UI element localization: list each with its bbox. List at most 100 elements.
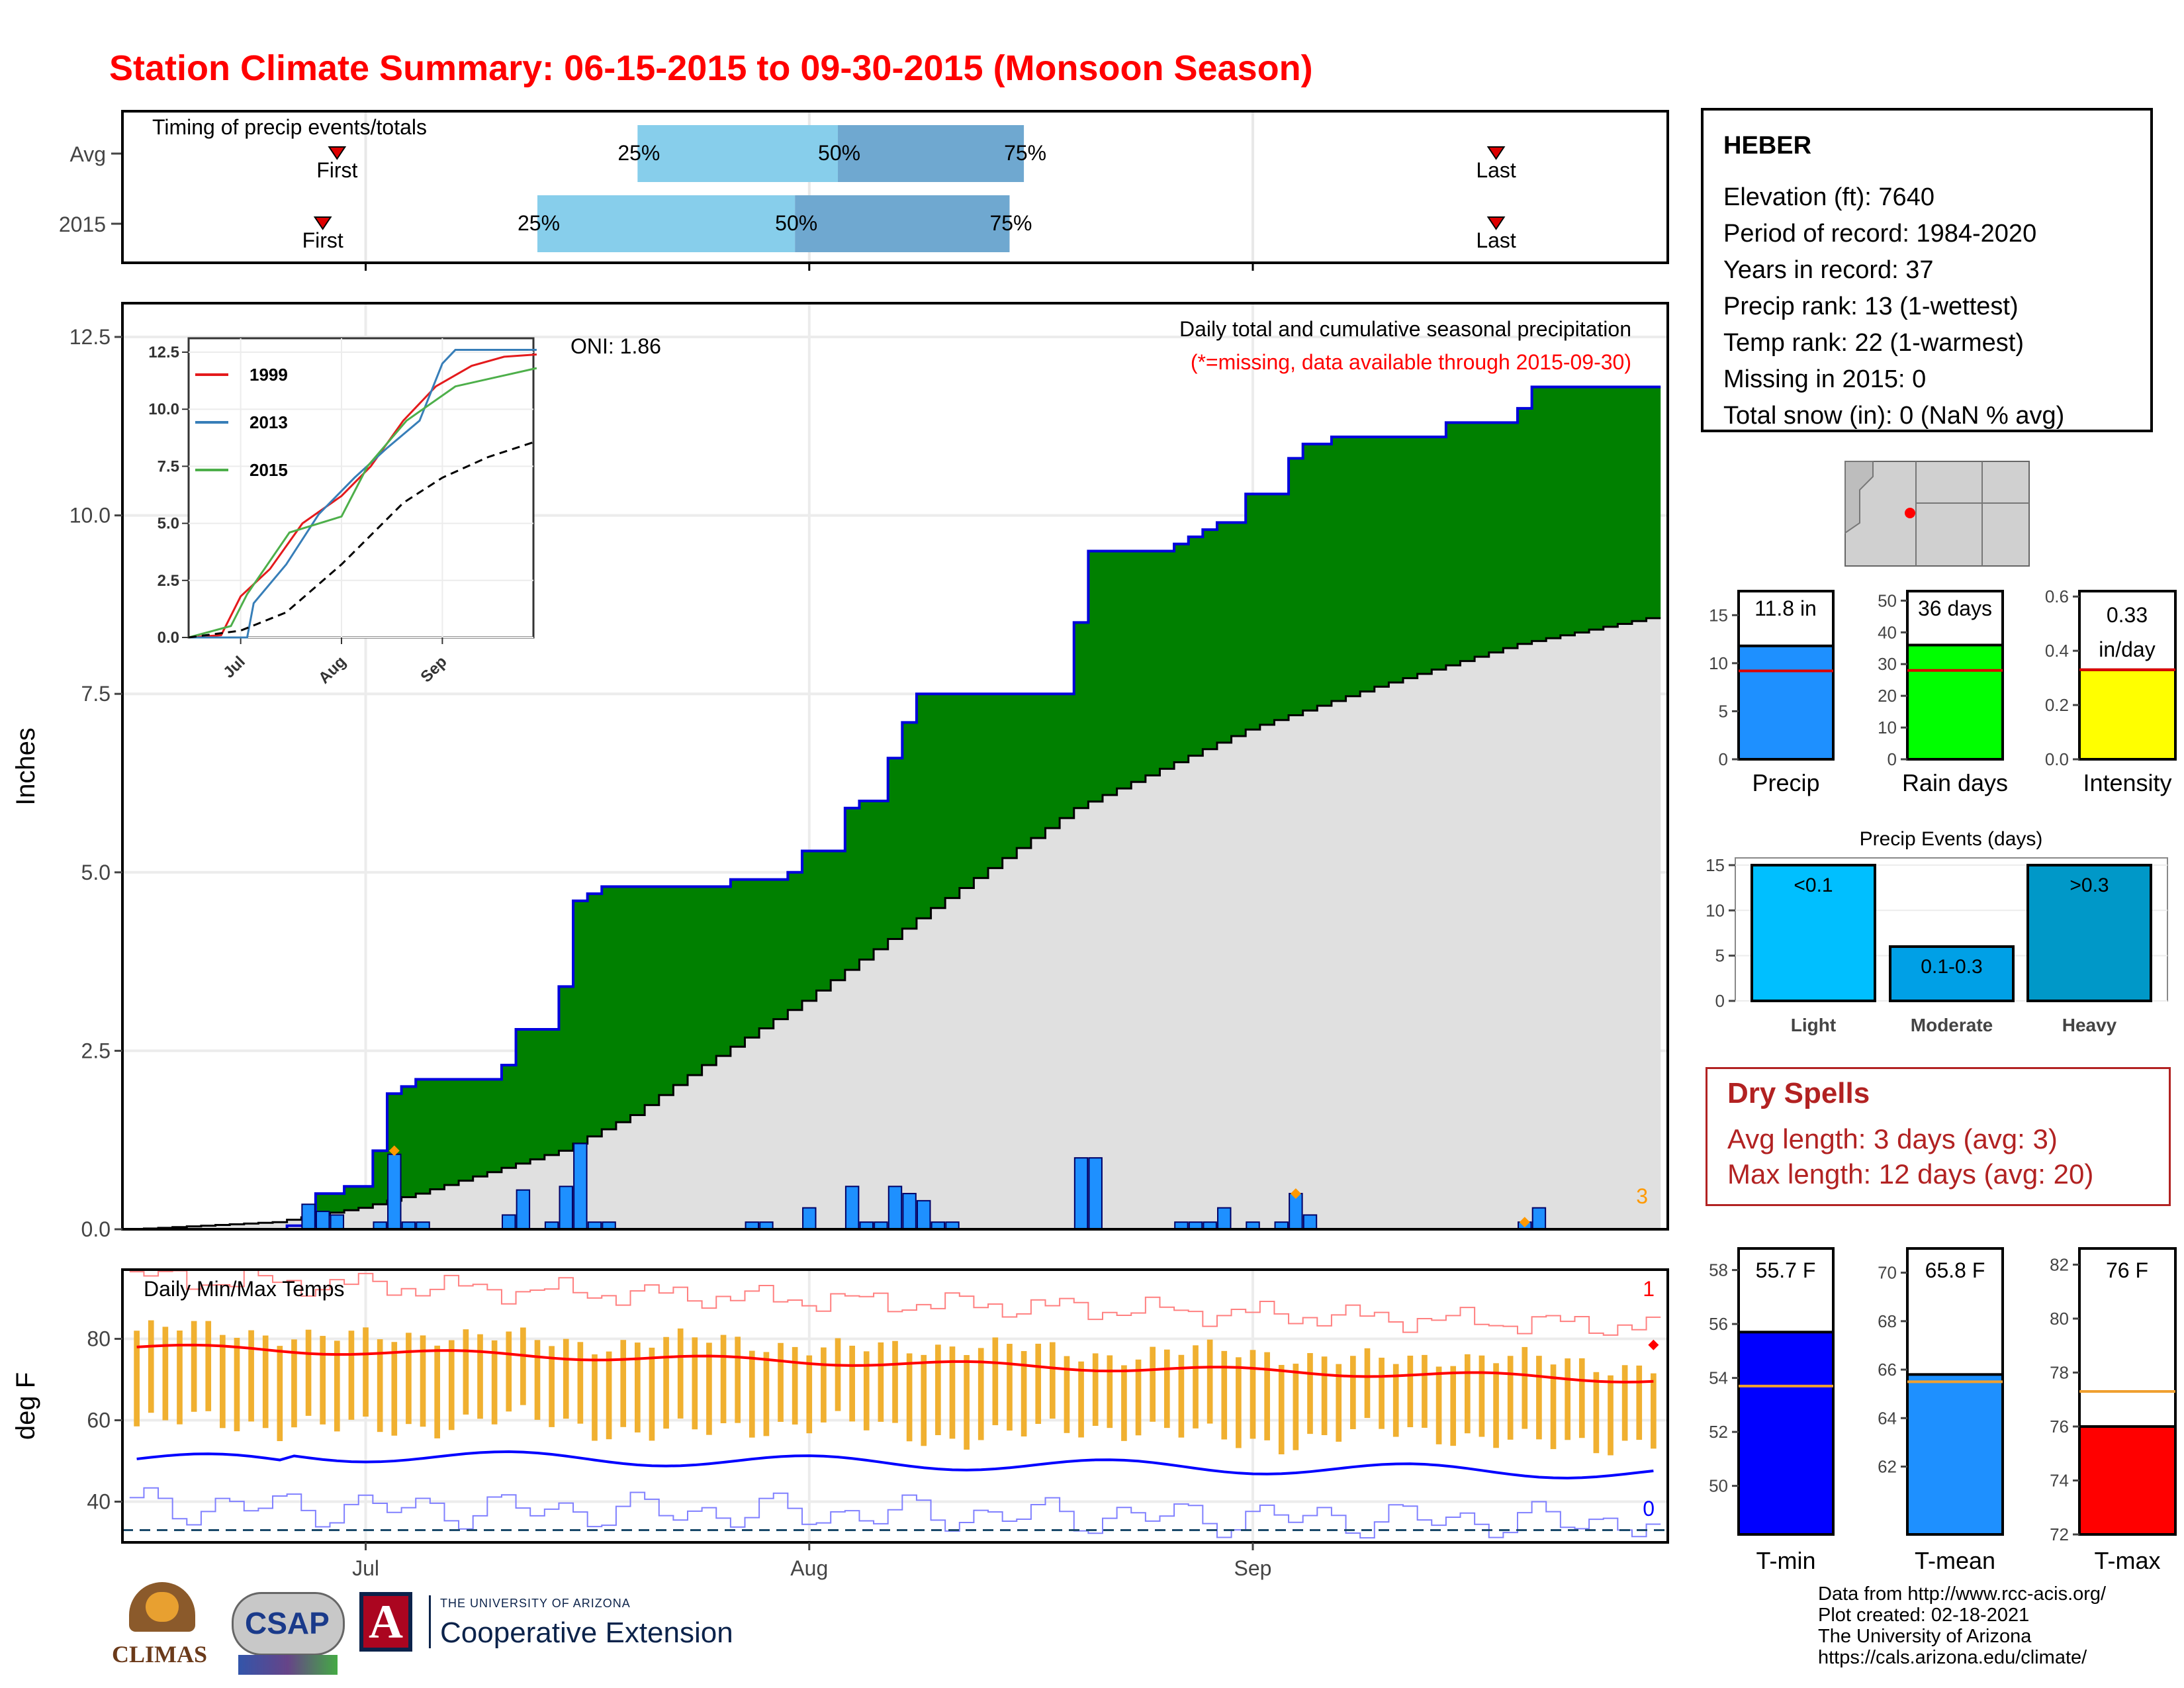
daily-temp-range-bar	[1221, 1350, 1228, 1440]
precip-above-avg-area	[129, 387, 1661, 1229]
footer-url: https://cals.arizona.edu/climate/	[1818, 1647, 2087, 1668]
daily-temp-range-bar	[1379, 1358, 1385, 1429]
daily-temp-range-bar	[162, 1327, 169, 1421]
events-y-tick-label: 0	[1715, 991, 1725, 1011]
temp-summary-tmean-y-tick-label: 68	[1878, 1311, 1897, 1331]
daily-temp-range-bar	[1193, 1345, 1199, 1429]
dry-spells-max: Max length: 12 days (avg: 20)	[1727, 1158, 2094, 1190]
daily-temp-range-bar	[1536, 1356, 1542, 1440]
temp-summary-tmean-y-tick-label: 70	[1878, 1263, 1897, 1283]
daily-temp-range-bar	[863, 1351, 870, 1430]
events-category-label: Light	[1791, 1015, 1836, 1035]
daily-temp-range-bar	[906, 1353, 913, 1442]
summary-precip-y-tick-label: 0	[1719, 749, 1728, 769]
daily-temp-range-bar	[320, 1336, 326, 1425]
station-name: HEBER	[1723, 132, 1812, 160]
summary-raindays-y-tick-label: 30	[1878, 654, 1897, 674]
events-y-tick-label: 15	[1706, 855, 1725, 875]
daily-temp-range-bar	[291, 1339, 297, 1428]
timing-first-label: First	[302, 228, 343, 252]
summary-intensity-y-tick-label: 0.4	[2045, 641, 2069, 661]
daily-temp-range-bar	[1422, 1354, 1428, 1428]
ua-divider	[429, 1595, 431, 1648]
summary-raindays-y-tick-label: 0	[1888, 749, 1897, 769]
summary-raindays-y-tick-label: 20	[1878, 686, 1897, 706]
events-bar	[2026, 863, 2152, 1003]
precip-y-tick-label: 2.5	[81, 1039, 111, 1062]
daily-temp-range-bar	[220, 1335, 226, 1429]
summary-precip-value: 11.8 in	[1754, 596, 1817, 620]
summary-precip-value-bar	[1737, 644, 1835, 761]
temp-y-tick-label: 40	[87, 1490, 111, 1514]
daily-temp-range-bar	[749, 1350, 755, 1438]
summary-raindays-value-bar	[1906, 643, 2004, 761]
daily-temp-range-bar	[1565, 1358, 1570, 1440]
summary-raindays-y-tick-label: 50	[1878, 590, 1897, 610]
daily-precip-bar	[502, 1214, 516, 1231]
temp-summary-tmean-value: 65.8 F	[1925, 1258, 1985, 1282]
daily-temp-range-bar	[964, 1355, 970, 1450]
daily-temp-range-bar	[1493, 1363, 1499, 1448]
daily-precip-bar	[1289, 1193, 1303, 1230]
summary-intensity-unit: in/day	[2099, 637, 2155, 661]
daily-temp-range-bar	[1135, 1359, 1142, 1436]
daily-precip-bar	[573, 1143, 588, 1231]
events-category-label: Moderate	[1911, 1015, 1993, 1035]
summary-intensity-value-bar	[2078, 668, 2177, 761]
daily-temp-range-bar	[1121, 1365, 1127, 1441]
inset-legend-label: 2013	[250, 412, 288, 432]
timing-row-label: Avg	[69, 142, 106, 166]
avg-max-line	[136, 1343, 1654, 1383]
temp-panel-border	[121, 1268, 1669, 1544]
timing-bar-q50-q75	[795, 195, 1010, 252]
temp-summary-tmin-y-tick-label: 56	[1709, 1314, 1728, 1334]
events-title: Precip Events (days)	[1860, 828, 2043, 850]
temp-summary-tmax-value-bar	[2078, 1425, 2177, 1536]
dry-spells-title: Dry Spells	[1727, 1077, 1870, 1109]
inset-y-tick-label: 10.0	[148, 400, 179, 418]
temp-summary-tmin-value-bar	[1737, 1331, 1835, 1536]
precip-panel-title: Daily total and cumulative seasonal prec…	[1179, 317, 1631, 341]
record-min-line	[129, 1487, 1661, 1539]
daily-temp-range-bar	[1035, 1343, 1042, 1425]
summary-precip-y-tick-label: 5	[1719, 701, 1728, 721]
precip-panel-border	[121, 302, 1669, 1231]
precip-event-marker	[1290, 1188, 1301, 1199]
summary-intensity-label: Intensity	[2083, 769, 2171, 796]
inset-y-tick-label: 7.5	[158, 457, 179, 475]
daily-temp-range-bar	[1321, 1356, 1328, 1436]
timing-panel-title: Timing of precip events/totals	[152, 115, 427, 139]
daily-precip-bar	[315, 1211, 330, 1231]
daily-temp-range-bar	[735, 1336, 741, 1423]
temp-summary-tmax-y-tick-label: 80	[2050, 1309, 2069, 1329]
events-y-tick-label: 10	[1706, 900, 1725, 920]
climas-logo: CLIMAS	[109, 1582, 218, 1675]
inset-y-tick-label: 5.0	[158, 515, 179, 533]
timing-q75-label: 75%	[1004, 141, 1046, 165]
timing-panel-border	[121, 110, 1669, 264]
station-years: Years in record: 37	[1723, 256, 1934, 284]
summary-intensity-value: 0.33	[2107, 603, 2148, 627]
daily-precip-bar	[1073, 1157, 1089, 1231]
precip-y-tick-label: 10.0	[69, 504, 111, 528]
daily-temp-range-bar	[1150, 1346, 1156, 1422]
precip-y-tick-label: 12.5	[69, 325, 111, 349]
daily-temp-range-bar	[1021, 1350, 1027, 1436]
temp-summary-tmin-y-tick-label: 54	[1709, 1368, 1728, 1388]
timing-first-marker	[328, 146, 347, 160]
precip-observed-line	[129, 385, 1661, 1231]
ua-cooperative-extension: Cooperative Extension	[440, 1617, 733, 1649]
summary-precip-y-tick-label: 15	[1709, 605, 1728, 625]
summary-raindays-y-tick-label: 40	[1878, 622, 1897, 642]
daily-temp-range-bar	[606, 1351, 612, 1440]
events-bar-text: >0.3	[2070, 874, 2109, 896]
timing-q50-label: 50%	[818, 141, 860, 165]
station-snow: Total snow (in): 0 (NaN % avg)	[1723, 402, 2065, 430]
summary-intensity-y-tick-label: 0.6	[2045, 586, 2069, 606]
timing-bar-q25-q50	[537, 195, 796, 252]
month-axis-label: Aug	[790, 1556, 828, 1580]
daily-precip-bar	[1217, 1207, 1232, 1230]
daily-temp-range-bar	[1507, 1356, 1514, 1440]
daily-temp-range-bar	[1407, 1355, 1414, 1428]
daily-temp-range-bar	[477, 1334, 483, 1419]
